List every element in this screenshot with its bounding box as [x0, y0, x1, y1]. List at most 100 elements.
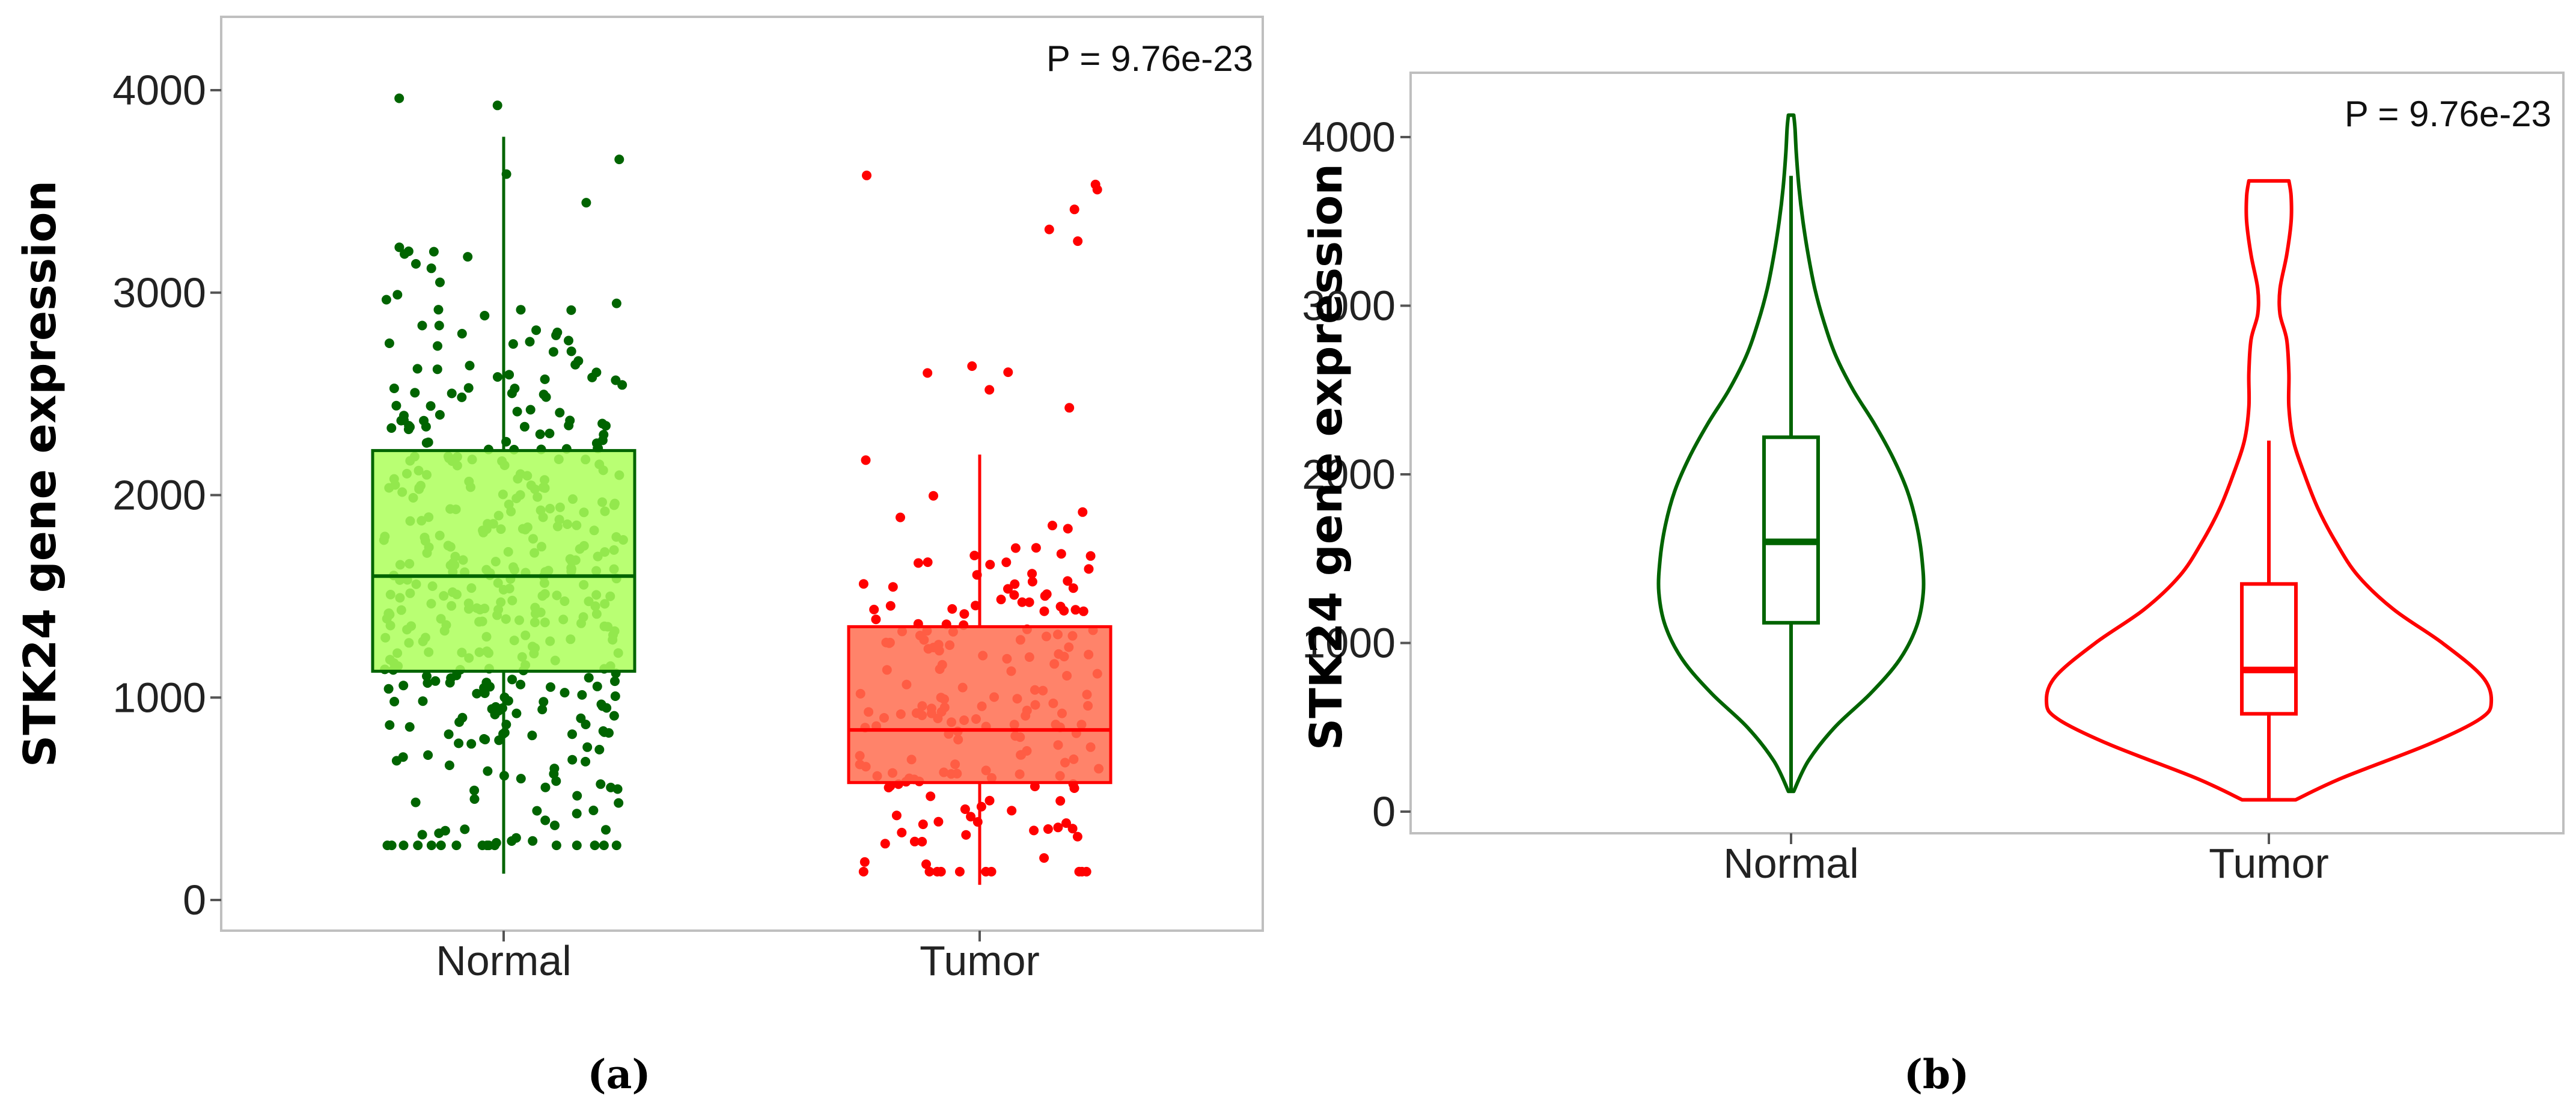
panel-a-data-point: [432, 364, 442, 375]
panel-a-data-point: [584, 673, 594, 683]
panel-a-data-point: [966, 812, 976, 822]
panel-b-violin-outline: [2044, 179, 2494, 802]
panel-a-data-point: [466, 739, 477, 749]
panel-a-data-point: [1092, 185, 1102, 195]
panel-a-data-point: [969, 551, 980, 560]
panel-a-data-point: [503, 696, 513, 706]
panel-a-data-point: [1072, 831, 1082, 842]
panel-a-data-point: [392, 290, 403, 300]
panel-a-data-point: [384, 338, 394, 348]
panel-a-data-point: [429, 246, 439, 257]
panel-a-data-point: [423, 750, 433, 760]
panel-a-data-point: [923, 557, 933, 568]
panel-a-data-point: [555, 408, 565, 418]
panel-a-data-point: [869, 604, 879, 614]
panel-a-data-point: [581, 198, 591, 208]
panel-a-boxes: [371, 136, 1113, 885]
panel-b-y-tick-label: 1000: [1302, 620, 1396, 667]
panel-a-data-point: [465, 361, 475, 371]
panel-a-data-point: [540, 815, 551, 825]
panel-a-y-ticks: 0 1000 2000 3000 4000: [112, 67, 221, 923]
panel-a-data-point: [404, 722, 415, 732]
panel-a-data-point: [572, 840, 582, 851]
panel-a-data-point: [421, 421, 431, 432]
panel-a-data-point: [885, 601, 896, 611]
panel-a-data-point: [601, 421, 611, 431]
panel-a-data-point: [386, 423, 397, 433]
panel-a-data-point: [412, 364, 423, 374]
panel-a-data-point: [614, 155, 624, 165]
panel-a-data-point: [508, 339, 518, 349]
panel-a-data-point: [914, 558, 923, 568]
panel-b-y-tick-label: 0: [1372, 788, 1396, 835]
panel-a-data-point: [417, 830, 427, 840]
panel-a-data-point: [1024, 597, 1034, 607]
panel-a-data-point: [926, 791, 936, 801]
panel-a-data-point: [394, 93, 404, 103]
panel-a-x-tick-label-tumor: Tumor: [920, 937, 1040, 984]
panel-a-data-point: [417, 320, 427, 331]
panel-a-data-point: [454, 738, 464, 748]
panel-a-data-point: [444, 729, 454, 739]
panel-a-data-point: [888, 582, 898, 592]
panel-a-data-point: [1007, 806, 1017, 816]
panel-a-data-point: [858, 866, 868, 877]
panel-b-violin-outline: [1656, 113, 1926, 794]
panel-a-data-point: [1010, 543, 1021, 553]
panel-a-data-point: [610, 676, 620, 687]
panel-a-data-point: [383, 684, 394, 694]
panel-a-data-point: [614, 798, 624, 808]
panel-a-data-point: [525, 405, 536, 415]
panel-a-data-point: [967, 361, 977, 371]
panel-a-data-point: [541, 392, 551, 402]
panel-a-data-point: [1039, 853, 1049, 863]
panel-b-label: (b): [1904, 1051, 1970, 1098]
panel-a-data-point: [481, 678, 492, 688]
panel-a-data-point: [391, 400, 401, 411]
panel-a-data-point: [532, 806, 542, 816]
panel-a-data-point: [551, 776, 561, 786]
panel-a-data-point: [490, 840, 500, 851]
panel-a-data-point: [606, 782, 616, 792]
panel-a-p-value: P = 9.76e-23: [1046, 38, 1253, 79]
panel-a-data-point: [582, 742, 593, 752]
panel-a-data-point: [961, 830, 971, 840]
panel-a-data-point: [418, 696, 428, 706]
panel-a-data-point: [917, 837, 927, 846]
panel-b-plot-frame: [1409, 72, 2565, 834]
panel-b-iqr-box: [2240, 582, 2298, 716]
panel-a-data-point: [1044, 224, 1054, 234]
panel-b-y-tick-label: 2000: [1302, 451, 1396, 498]
panel-a-data-point: [421, 438, 432, 448]
panel-a-data-point: [519, 421, 530, 432]
panel-a-box-tumor: [847, 455, 1113, 885]
panel-a-data-point: [480, 311, 490, 320]
panel-a-data-point: [1053, 822, 1063, 833]
panel-a-data-point: [504, 370, 514, 380]
panel-a-data-point: [436, 840, 446, 851]
panel-a-data-point: [433, 341, 442, 351]
panel-a-data-point: [587, 372, 597, 382]
panel-a-data-point: [422, 671, 432, 681]
panel-a-data-point: [564, 420, 574, 430]
panel-a-y-tick-label: 2000: [112, 472, 206, 519]
panel-a-data-point: [472, 688, 482, 699]
panel-a-data-point: [433, 305, 444, 315]
panel-a-data-point: [1063, 524, 1073, 534]
panel-a-data-point: [1055, 601, 1066, 611]
panel-a-y-tick-label: 3000: [112, 269, 206, 316]
panel-a-data-point: [511, 708, 522, 718]
panel-a-data-point: [440, 825, 450, 836]
panel-a-data-point: [947, 604, 957, 614]
panel-a-data-point: [859, 857, 870, 867]
panel-a-data-point: [597, 435, 608, 445]
panel-b: 0 1000 2000 3000 4000 Normal Tumor STK24 gene…: [1301, 72, 2565, 1098]
panel-a-data-point: [492, 372, 502, 382]
panel-a-data-point: [382, 840, 392, 851]
panel-a-data-point: [1042, 589, 1052, 599]
panel-a-data-point: [389, 384, 399, 393]
panel-b-y-tick-label: 3000: [1302, 283, 1396, 329]
panel-a-data-point: [959, 609, 969, 619]
panel-a-data-point: [457, 329, 467, 338]
panel-a-data-point: [560, 688, 570, 698]
